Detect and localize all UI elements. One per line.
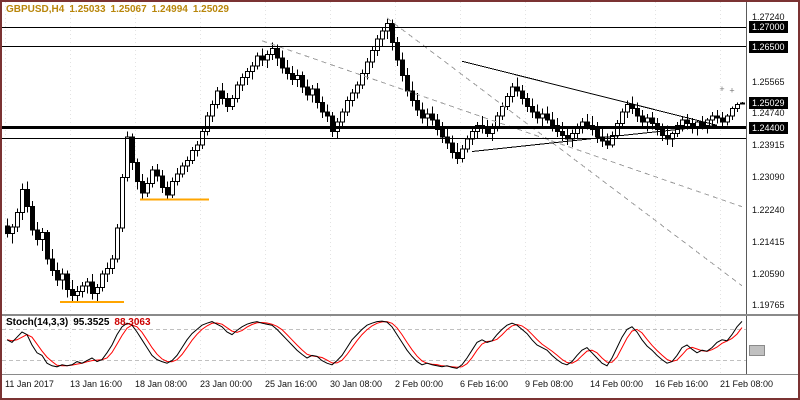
price-chart-svg: + + [2, 2, 746, 314]
pane-separator[interactable] [2, 314, 798, 316]
stoch-pane-canvas[interactable]: Stoch(14,3,3) 95.3525 88.3063 [2, 316, 746, 374]
time-axis-label: 16 Feb 16:00 [655, 379, 709, 389]
main-chart-canvas[interactable]: + + GBPUSD,H4 1.25033 1.25067 1.24994 1.25029 [2, 2, 746, 314]
time-axis-label: 13 Jan 16:00 [70, 379, 123, 389]
price-axis-label: 1.25565 [752, 76, 785, 87]
symbol-period-label: GBPUSD,H4 [6, 4, 65, 15]
chart-title: GBPUSD,H4 1.25033 1.25067 1.24994 1.25029 [6, 4, 234, 15]
time-axis-label: 6 Feb 16:00 [460, 379, 509, 389]
svg-text:+: + [719, 84, 724, 94]
price-level-badge: 1.24400 [749, 121, 788, 134]
stoch-name: Stoch(14,3,3) [6, 317, 69, 328]
ohlc-close-value: 1.25029 [192, 4, 229, 15]
ohlc-high-value: 1.25067 [110, 4, 147, 15]
current-price-badge: 1.25029 [749, 97, 788, 110]
ohlc-low-value: 1.24994 [151, 4, 188, 15]
time-axis-label: 9 Feb 08:00 [525, 379, 574, 389]
time-axis-label: 2 Feb 00:00 [395, 379, 444, 389]
price-level-badge: 1.27000 [749, 21, 788, 34]
time-axis-label: 30 Jan 08:00 [330, 379, 383, 389]
stoch-axis [747, 316, 798, 374]
time-axis-label: 21 Feb 08:00 [720, 379, 774, 389]
price-axis-label: 1.23090 [752, 172, 785, 183]
stoch-d-value: 88.3063 [114, 317, 151, 328]
stoch-indicator-label: Stoch(14,3,3) 95.3525 88.3063 [6, 317, 156, 328]
price-axis-label: 1.19765 [752, 300, 785, 311]
price-axis[interactable]: 1.272401.264151.255651.247401.239151.230… [747, 2, 798, 314]
stoch-k-value: 95.3525 [73, 317, 110, 328]
svg-text:+: + [729, 86, 734, 96]
stoch-chart-svg [2, 316, 746, 374]
price-axis-label: 1.27240 [752, 12, 785, 23]
price-axis-label: 1.24740 [752, 108, 785, 119]
time-axis-label: 23 Jan 00:00 [200, 379, 253, 389]
time-axis-label: 14 Feb 00:00 [590, 379, 644, 389]
price-axis-label: 1.23915 [752, 140, 785, 151]
price-axis-label: 1.21415 [752, 236, 785, 247]
time-axis-separator [2, 374, 798, 375]
price-axis-label: 1.22240 [752, 204, 785, 215]
ohlc-open-value: 1.25033 [69, 4, 106, 15]
stoch-axis-marker [749, 345, 765, 357]
price-axis-separator [746, 2, 747, 374]
time-axis-label: 25 Jan 16:00 [265, 379, 318, 389]
price-axis-label: 1.20590 [752, 268, 785, 279]
time-axis-label: 11 Jan 2017 [5, 379, 54, 389]
time-axis[interactable]: 11 Jan 2017 13 Jan 16:00 18 Jan 08:00 23 Ja… [2, 375, 798, 396]
time-axis-label: 18 Jan 08:00 [135, 379, 188, 389]
price-level-badge: 1.26500 [749, 40, 788, 53]
